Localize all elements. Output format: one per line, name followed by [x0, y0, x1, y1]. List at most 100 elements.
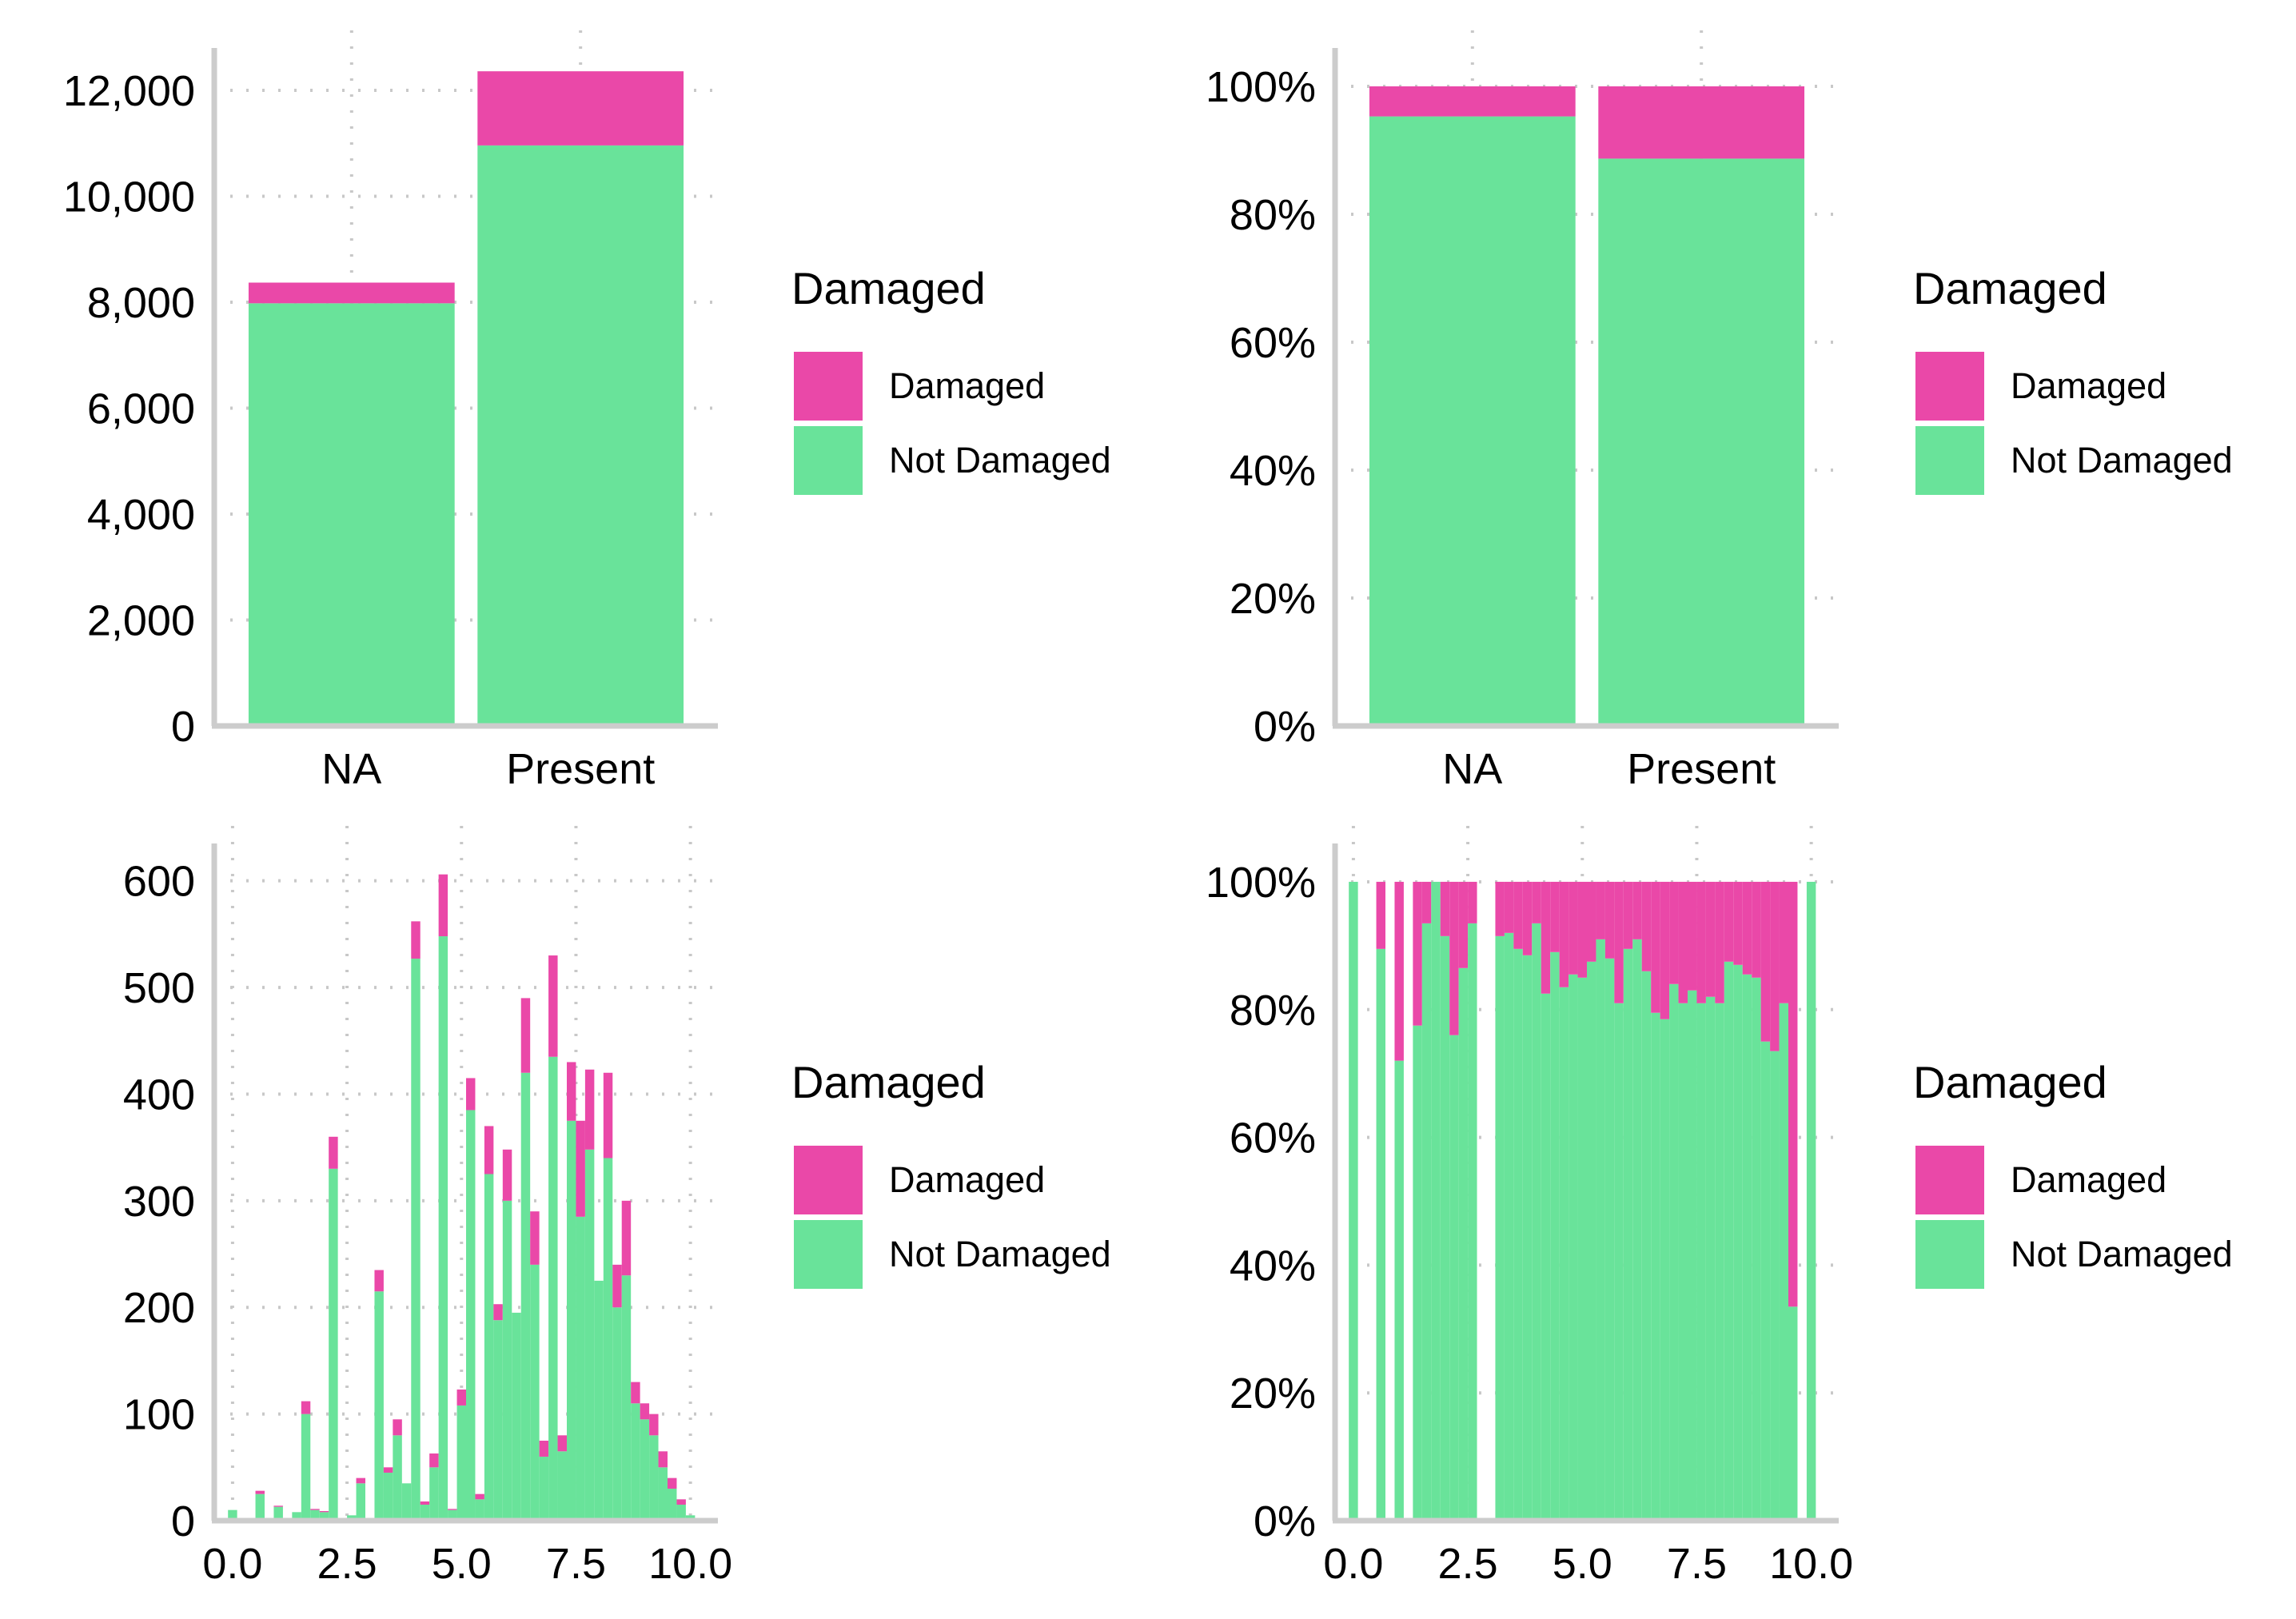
x-tick-label: 5.0: [432, 1540, 492, 1588]
bar-damaged: [438, 874, 448, 937]
bar-not-damaged: [1641, 971, 1652, 1521]
bar-not-damaged: [1678, 1003, 1688, 1521]
y-tick-label: 100%: [1206, 859, 1316, 907]
legend-key: [794, 1146, 863, 1214]
bar-not-damaged: [383, 1472, 393, 1521]
y-tick-label: 0%: [1254, 1497, 1316, 1545]
bar-damaged: [493, 1304, 503, 1321]
y-tick-label: 60%: [1230, 319, 1316, 367]
bar-damaged: [1376, 881, 1385, 949]
bar-not-damaged: [621, 1275, 632, 1521]
bar-damaged: [329, 1136, 338, 1169]
bar-damaged: [1696, 881, 1706, 1003]
x-tick-label: 2.5: [1438, 1540, 1498, 1588]
bar-not-damaged: [292, 1512, 301, 1521]
bar-not-damaged: [612, 1307, 622, 1521]
bar-not-damaged: [640, 1419, 650, 1521]
bar-not-damaged: [1604, 958, 1615, 1521]
bar-not-damaged: [1513, 948, 1523, 1521]
bar-damaged: [1495, 881, 1505, 936]
bar-damaged: [603, 1072, 613, 1158]
bar-damaged: [1596, 881, 1605, 939]
bar-not-damaged: [1559, 987, 1569, 1521]
bar-damaged: [477, 71, 684, 146]
bar-damaged: [502, 1149, 512, 1201]
bar-damaged: [658, 1451, 668, 1468]
bar-not-damaged: [477, 145, 684, 726]
bar-not-damaged: [1532, 923, 1541, 1521]
bar-damaged: [356, 1477, 365, 1484]
bar-not-damaged: [1569, 974, 1578, 1521]
bar-not-damaged: [548, 1056, 558, 1521]
bar-damaged: [374, 1270, 384, 1292]
bar-not-damaged: [1495, 935, 1505, 1521]
legend-title: Damaged: [791, 1057, 986, 1107]
bar-not-damaged: [1413, 1025, 1422, 1521]
legend-label: Not Damaged: [2011, 1234, 2233, 1274]
bar-damaged: [1779, 881, 1788, 1003]
bars: [1369, 86, 1805, 727]
bar-not-damaged: [557, 1451, 567, 1521]
bar-not-damaged: [1724, 961, 1734, 1521]
bar-damaged: [301, 1401, 311, 1414]
bar-not-damaged: [248, 303, 455, 726]
bar-damaged: [1458, 881, 1469, 968]
bar-not-damaged: [393, 1435, 402, 1521]
bar-not-damaged: [1752, 977, 1761, 1521]
y-tick-label: 500: [123, 964, 195, 1012]
legend-label: Damaged: [2011, 365, 2166, 406]
y-tick-label: 300: [123, 1178, 195, 1226]
bar-not-damaged: [576, 1216, 585, 1521]
bar-not-damaged: [1632, 939, 1642, 1521]
bar-damaged: [1614, 881, 1624, 1003]
legend-label: Not Damaged: [2011, 440, 2233, 481]
bar-not-damaged: [1587, 961, 1596, 1521]
bar-not-damaged: [649, 1435, 659, 1521]
bar-not-damaged: [1779, 1003, 1788, 1521]
y-tick-label: 20%: [1230, 1370, 1316, 1418]
bar-not-damaged: [1504, 932, 1514, 1521]
bar-damaged: [1468, 881, 1477, 923]
legend-key: [794, 426, 863, 495]
bar-not-damaged: [668, 1488, 677, 1521]
bar-damaged: [429, 1453, 439, 1468]
bar-damaged: [676, 1499, 686, 1505]
legend-title: Damaged: [791, 263, 986, 313]
y-tick-label: 400: [123, 1071, 195, 1119]
bars: [1349, 881, 1816, 1521]
bar-not-damaged: [594, 1280, 604, 1521]
chart-panel-2: 0%20%40%60%80%100%NA PresentDamagedDamage…: [1206, 30, 2233, 793]
bar-not-damaged: [401, 1483, 412, 1521]
bar-damaged: [1369, 86, 1576, 117]
bar-damaged: [612, 1264, 622, 1308]
bar-damaged: [1651, 881, 1660, 1013]
y-tick-label: 2,000: [87, 597, 195, 645]
legend-title: Damaged: [1913, 263, 2107, 313]
bar-not-damaged: [1742, 974, 1752, 1521]
bar-not-damaged: [1541, 993, 1551, 1521]
bar-damaged: [1513, 881, 1523, 949]
bar-damaged: [420, 1501, 430, 1505]
y-tick-label: 20%: [1230, 575, 1316, 623]
y-tick-label: 0: [171, 1497, 195, 1545]
bar-damaged: [1770, 881, 1780, 1051]
bar-damaged: [1413, 881, 1422, 1026]
bar-damaged: [557, 1435, 567, 1452]
bar-damaged: [273, 1505, 283, 1507]
bar-damaged: [1660, 881, 1670, 1019]
bar-not-damaged: [329, 1168, 338, 1521]
y-tick-label: 40%: [1230, 447, 1316, 495]
y-tick-label: 60%: [1230, 1115, 1316, 1162]
bar-damaged: [567, 1062, 576, 1121]
bar-not-damaged: [502, 1200, 512, 1521]
bar-damaged: [411, 921, 421, 959]
legend: Damaged Damaged Not Damaged: [791, 263, 1111, 495]
bar-damaged: [539, 1440, 549, 1457]
x-tick-label: 0.0: [202, 1540, 262, 1588]
bar-not-damaged: [1577, 977, 1587, 1521]
y-tick-label: 80%: [1230, 987, 1316, 1035]
bar-not-damaged: [584, 1149, 595, 1521]
legend-label: Not Damaged: [889, 440, 1111, 481]
bar-damaged: [1541, 881, 1551, 994]
x-tick-label: Present: [1627, 745, 1776, 793]
